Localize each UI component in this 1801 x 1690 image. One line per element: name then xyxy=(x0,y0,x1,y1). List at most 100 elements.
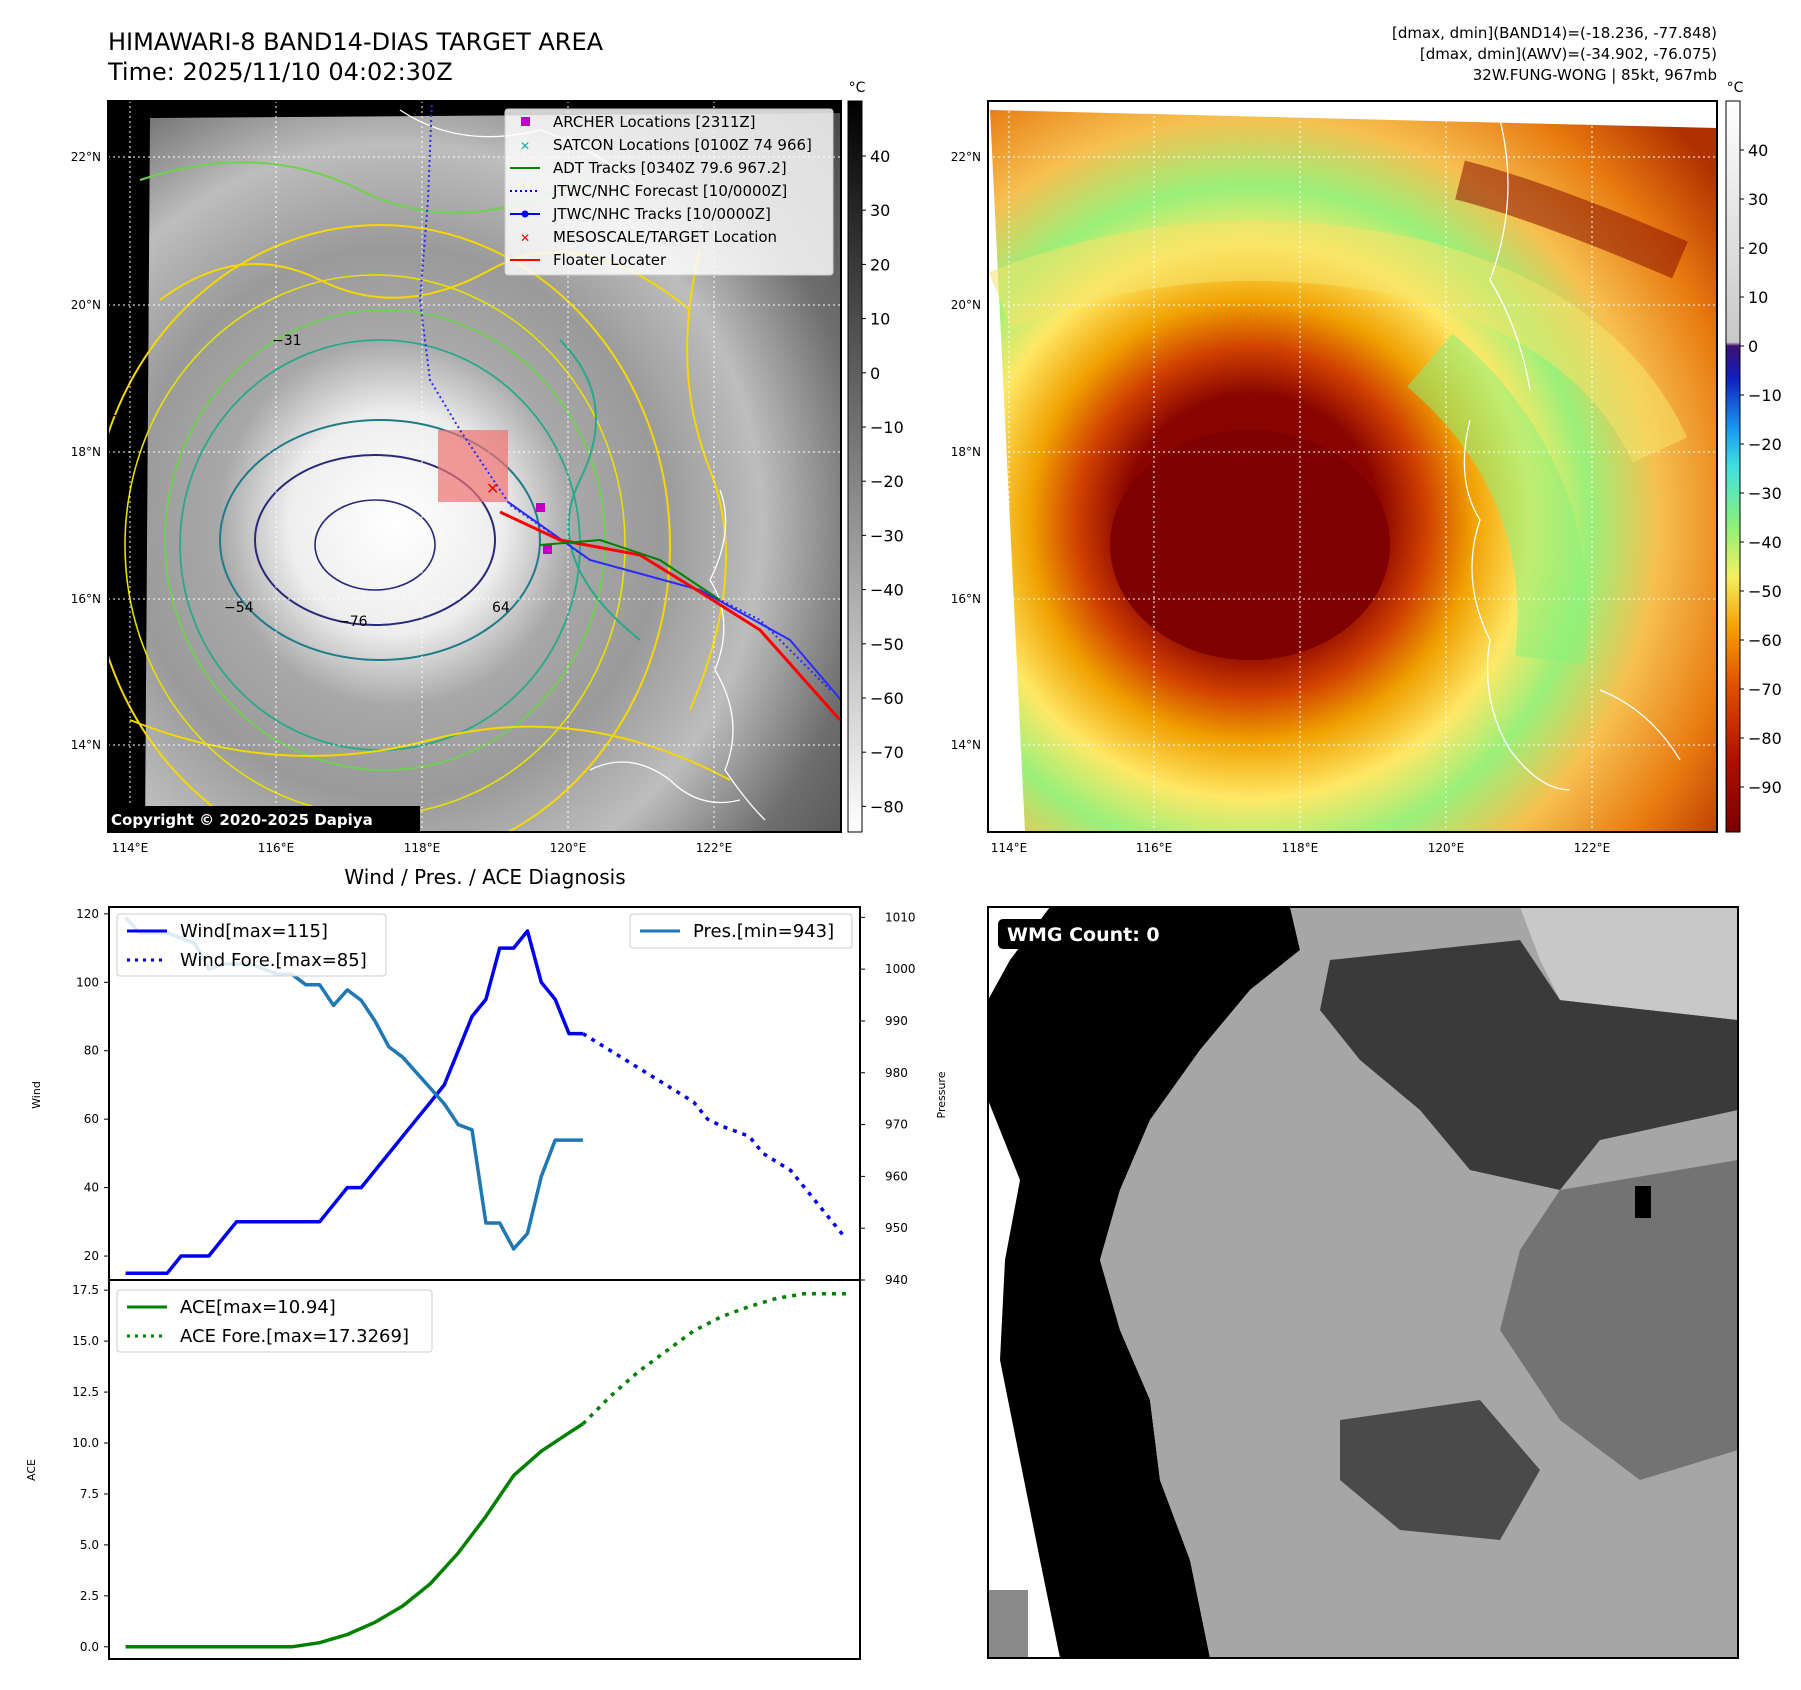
track-legend: ARCHER Locations [2311Z] ✕ SATCON Location… xyxy=(504,108,834,276)
ir-colorbar-tick-label: −70 xyxy=(870,743,904,762)
pressure-tick-label: 950 xyxy=(885,1221,908,1235)
lat-tick-label: 16°N xyxy=(71,592,101,606)
enh-coastlines xyxy=(1463,119,1681,791)
wind-tick-label: 40 xyxy=(84,1181,99,1195)
wind-legend: Wind[max=115] Wind Fore.[max=85] xyxy=(116,913,387,977)
ir-contours xyxy=(108,161,731,832)
lon-tick-label: 114°E xyxy=(112,841,149,855)
lon-tick-label: 122°E xyxy=(696,841,733,855)
ir-colorbar-tick-label: −60 xyxy=(870,689,904,708)
enh-colorbar-tick-label: −40 xyxy=(1748,533,1782,552)
ir-colorbar-tick-label: −20 xyxy=(870,472,904,491)
outer-band xyxy=(1455,160,1688,279)
wind-legend-box xyxy=(116,913,387,977)
series-line-wind-max-115 xyxy=(125,929,583,1275)
lon-tick-label: 116°E xyxy=(1136,841,1173,855)
ace-fore-legend-label: ACE Fore.[max=17.3269] xyxy=(180,1326,409,1347)
lon-tick-label: 114°E xyxy=(991,841,1028,855)
wmg-corner-patch xyxy=(988,1590,1028,1658)
legend-marker: ✕ xyxy=(520,139,530,153)
series-line-ace-max-10-94 xyxy=(125,1422,584,1649)
ir-colorbar-tick-label: −80 xyxy=(870,797,904,816)
ace-tick-label: 17.5 xyxy=(72,1283,99,1297)
series-line-wind-fore-max-85 xyxy=(581,1032,848,1240)
series-line-ace-fore-max-17-3269 xyxy=(581,1291,847,1426)
wind-axis-label: Wind xyxy=(30,1081,43,1109)
legend-label: ARCHER Locations [2311Z] xyxy=(553,113,756,131)
ace-legend: ACE[max=10.94] ACE Fore.[max=17.3269] xyxy=(116,1289,433,1353)
enh-colorbar-tick-label: 10 xyxy=(1748,288,1768,307)
ir-frame xyxy=(107,100,842,833)
ir-colorbar-tick-label: −10 xyxy=(870,418,904,437)
legend-label: ADT Tracks [0340Z 79.6 967.2] xyxy=(553,159,787,177)
wind-fore-legend-label: Wind Fore.[max=85] xyxy=(180,950,367,971)
diagnosis-frame xyxy=(108,906,861,1660)
enhanced-map-panel: °C 403020100−10−20−30−40−50−60−70−80−90 … xyxy=(951,80,1782,855)
ace-legend-box xyxy=(116,1289,433,1353)
diagnosis-panel: Wind / Pres. / ACE Diagnosis Wind Pressu… xyxy=(25,865,948,1660)
ir-colorbar-unit: °C xyxy=(849,80,866,96)
band14-range: [dmax, dmin](BAND14)=(-18.236, -77.848) xyxy=(1392,24,1717,42)
legend-label: Floater Locater xyxy=(553,251,667,269)
legend-label: JTWC/NHC Forecast [10/0000Z] xyxy=(552,182,787,200)
adt-track xyxy=(539,538,721,601)
ir-map-panel: ✕ −31 −54 −54 −76 64 Copyright © 2020-20… xyxy=(71,80,904,855)
copyright-badge xyxy=(108,806,420,832)
cold-band xyxy=(988,220,1688,464)
ir-colorbar-tick-label: 30 xyxy=(870,201,890,220)
contour-label: −54 xyxy=(112,408,142,424)
wmg-light-region xyxy=(1520,907,1738,1020)
enh-colorbar-tick-label: −50 xyxy=(1748,582,1782,601)
wind-tick-label: 100 xyxy=(76,975,99,989)
pres-legend: Pres.[min=943] xyxy=(629,913,853,949)
main-title: HIMAWARI-8 BAND14-DIAS TARGET AREA xyxy=(108,28,604,56)
lon-tick-label: 118°E xyxy=(404,841,441,855)
enh-colorbar-tick-label: −90 xyxy=(1748,778,1782,797)
ir-colorbar xyxy=(847,100,863,833)
pressure-tick-label: 940 xyxy=(885,1273,908,1287)
enh-colorbar-tick-label: 20 xyxy=(1748,239,1768,258)
pres-legend-box xyxy=(629,913,853,949)
enh-colorbar-tick-label: 30 xyxy=(1748,190,1768,209)
lat-tick-label: 16°N xyxy=(951,592,981,606)
enh-frame xyxy=(987,100,1718,833)
ace-tick-label: 15.0 xyxy=(72,1334,99,1348)
legend-box xyxy=(504,108,834,276)
contour-label: −31 xyxy=(272,333,302,349)
ace-legend-label: ACE[max=10.94] xyxy=(180,1297,336,1318)
legend-marker: ✕ xyxy=(520,231,530,245)
wmg-mid-region xyxy=(1500,1160,1738,1480)
lon-tick-label: 122°E xyxy=(1574,841,1611,855)
enh-colorbar xyxy=(1725,100,1741,833)
contour-label: −54 xyxy=(224,600,254,616)
enh-colorbar-tick-label: −20 xyxy=(1748,435,1782,454)
legend-marker xyxy=(521,117,530,126)
legend-marker-dot xyxy=(521,210,529,218)
ir-colorbar-tick-label: 10 xyxy=(870,310,890,329)
ace-tick-label: 2.5 xyxy=(80,1589,99,1603)
ace-tick-label: 5.0 xyxy=(80,1538,99,1552)
storm-info: 32W.FUNG-WONG | 85kt, 967mb xyxy=(1473,66,1717,84)
lat-tick-label: 14°N xyxy=(71,738,101,752)
pressure-axis-label: Pressure xyxy=(935,1071,948,1118)
legend-label: SATCON Locations [0100Z 74 966] xyxy=(553,136,812,154)
floater-box xyxy=(438,430,508,502)
lat-tick-label: 18°N xyxy=(951,445,981,459)
awv-range: [dmax, dmin](AWV)=(-34.902, -76.075) xyxy=(1420,45,1717,63)
enh-colorbar-tick-label: 0 xyxy=(1748,337,1758,356)
pressure-tick-label: 970 xyxy=(885,1118,908,1132)
ir-colorbar-tick-label: 0 xyxy=(870,364,880,383)
enh-colorbar-tick-label: −80 xyxy=(1748,729,1782,748)
enh-colorbar-unit: °C xyxy=(1727,80,1744,96)
wmg-dark-region xyxy=(1320,940,1738,1190)
enh-colorbar-tick-label: −30 xyxy=(1748,484,1782,503)
wind-legend-label: Wind[max=115] xyxy=(180,921,328,942)
ace-tick-label: 10.0 xyxy=(72,1436,99,1450)
copyright-text: Copyright © 2020-2025 Dapiya xyxy=(111,811,373,829)
wind-tick-label: 60 xyxy=(84,1112,99,1126)
lat-tick-label: 22°N xyxy=(71,150,101,164)
wind-tick-label: 120 xyxy=(76,907,99,921)
archer-marker xyxy=(543,545,552,554)
pressure-tick-label: 990 xyxy=(885,1014,908,1028)
